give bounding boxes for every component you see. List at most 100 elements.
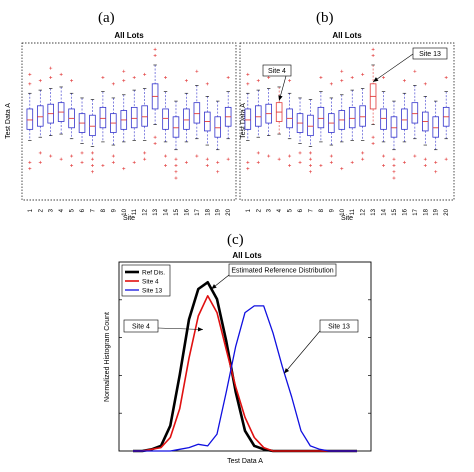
plot-frame-a — [21, 42, 237, 201]
outlier-marker — [277, 157, 281, 161]
x-tick-label-19: 19 — [434, 208, 440, 215]
outlier-marker — [361, 151, 365, 155]
box-iqr — [359, 105, 366, 127]
series-line-0 — [133, 281, 357, 453]
outlier-marker — [70, 163, 74, 167]
outlier-marker — [444, 76, 448, 80]
outlier-marker — [111, 82, 115, 86]
annotation-text: Site 4 — [268, 68, 286, 75]
box-iqr — [162, 108, 169, 130]
y-axis-label-b: Test Data A — [240, 103, 247, 139]
box-iqr — [317, 106, 325, 129]
box-site-20 — [442, 76, 450, 161]
outlier-marker — [122, 79, 126, 83]
outlier-marker — [434, 160, 438, 164]
chart-title-c: All Lots — [232, 251, 262, 260]
box-site-17 — [193, 69, 201, 158]
outlier-marker — [101, 76, 105, 80]
chart-title-b: All Lots — [332, 31, 362, 40]
box-iqr — [401, 108, 408, 130]
x-tick-label-13: 13 — [371, 208, 377, 215]
x-tick-label-3: 3 — [267, 208, 273, 212]
x-tick-label-19: 19 — [216, 208, 222, 215]
box-site-2 — [254, 79, 262, 164]
x-tick-label-3: 3 — [49, 208, 55, 212]
boxplot-panel-b: All Lots Test Data A Site 1 2 3 4 5 6 7 8 9 10 11 1… — [239, 31, 455, 222]
annotation-arrow-line — [283, 330, 321, 374]
outlier-marker — [122, 69, 126, 73]
outlier-marker — [49, 66, 53, 70]
outlier-marker — [350, 160, 354, 164]
outlier-marker — [392, 157, 396, 161]
x-tick-label-2: 2 — [256, 208, 262, 212]
annotation-text: Site 4 — [132, 324, 150, 331]
outlier-marker — [423, 157, 427, 161]
outlier-marker — [371, 47, 375, 51]
outlier-marker — [205, 82, 209, 86]
box-iqr — [130, 106, 138, 129]
outlier-marker — [28, 167, 32, 171]
box-site-17 — [411, 69, 419, 158]
box-iqr — [172, 116, 180, 138]
outlier-marker — [101, 163, 105, 167]
box-site-5 — [286, 79, 293, 167]
outlier-marker — [195, 69, 199, 73]
x-tick-label-15: 15 — [174, 208, 180, 215]
box-site-3 — [265, 66, 272, 158]
outlier-marker — [402, 160, 406, 164]
outlier-marker — [153, 141, 157, 145]
outlier-marker — [164, 76, 168, 80]
outlier-marker — [340, 69, 344, 73]
outlier-marker — [361, 157, 365, 161]
x-tick-label-8: 8 — [101, 208, 107, 212]
annotation-1: Site 13 — [372, 47, 448, 83]
box-iqr — [348, 106, 356, 129]
outlier-marker — [174, 176, 178, 180]
box-site-16 — [183, 79, 190, 164]
outlier-marker — [246, 82, 250, 86]
box-site-20 — [224, 76, 232, 161]
box-site-6 — [78, 97, 86, 164]
outlier-marker — [111, 160, 115, 164]
box-site-4 — [275, 72, 283, 161]
x-tick-label-5: 5 — [70, 208, 76, 212]
box-iqr — [432, 116, 440, 138]
outlier-marker — [70, 79, 74, 83]
box-iqr — [141, 105, 148, 127]
x-tick-label-10: 10 — [340, 208, 346, 215]
outlier-marker — [90, 157, 94, 161]
panel-label-a: (a) — [98, 10, 115, 26]
outlier-marker — [174, 170, 178, 174]
box-site-8 — [317, 76, 325, 167]
box-site-4 — [57, 72, 65, 161]
x-tick-label-1: 1 — [246, 208, 252, 212]
annotation-arrowhead — [284, 368, 290, 374]
outlier-marker — [350, 76, 354, 80]
x-tick-label-14: 14 — [382, 208, 388, 215]
outlier-marker — [288, 163, 292, 167]
outlier-marker — [111, 154, 115, 158]
outlier-marker — [216, 170, 220, 174]
box-site-10 — [120, 69, 128, 171]
outlier-marker — [143, 157, 147, 161]
outlier-marker — [340, 167, 344, 171]
x-tick-label-17: 17 — [195, 208, 201, 215]
outlier-marker — [371, 141, 375, 145]
box-iqr — [36, 105, 44, 127]
outlier-marker — [444, 157, 448, 161]
outlier-marker — [38, 160, 42, 164]
outlier-marker — [288, 154, 292, 158]
outlier-marker — [205, 157, 209, 161]
outlier-marker — [80, 151, 84, 155]
x-tick-label-15: 15 — [392, 208, 398, 215]
outlier-marker — [371, 54, 375, 58]
outlier-marker — [90, 151, 94, 155]
outlier-marker — [319, 163, 323, 167]
outlier-marker — [361, 72, 365, 76]
outlier-marker — [28, 72, 32, 76]
box-site-18 — [422, 82, 429, 167]
outlier-marker — [38, 79, 42, 83]
outlier-marker — [153, 54, 157, 58]
box-iqr — [411, 102, 419, 124]
